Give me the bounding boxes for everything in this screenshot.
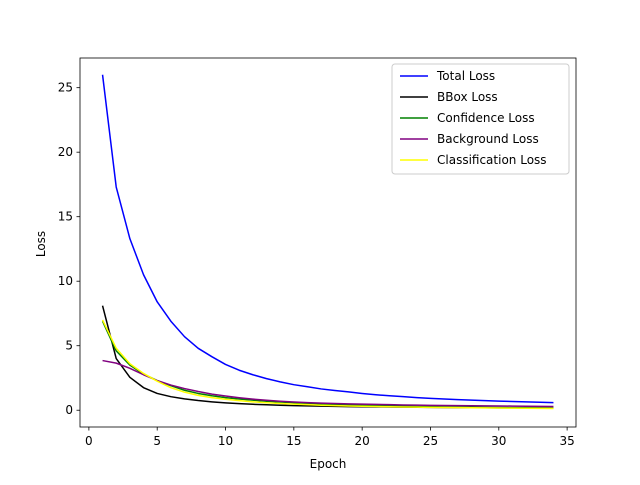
x-tick-label: 35: [559, 434, 574, 448]
series-line-classification-loss: [101, 319, 554, 410]
x-tick-label: 25: [423, 434, 438, 448]
y-axis-label: Loss: [34, 231, 48, 257]
x-tick-label: 20: [355, 434, 370, 448]
legend-box: [391, 63, 570, 175]
legend-label: BBox Loss: [437, 90, 498, 104]
x-tick-label: 10: [218, 434, 233, 448]
plot-area: [101, 74, 554, 410]
y-tick-label: 15: [58, 210, 73, 224]
x-axis-label: Epoch: [310, 457, 347, 471]
series-line-background-loss: [102, 359, 554, 408]
x-tick-label: 0: [85, 434, 93, 448]
axes-frame: [79, 57, 577, 428]
x-tick-label: 5: [153, 434, 161, 448]
legend-label: Background Loss: [437, 132, 539, 146]
legend-label: Confidence Loss: [437, 111, 535, 125]
legend-label: Classification Loss: [437, 153, 547, 167]
y-tick-label: 10: [58, 274, 73, 288]
y-tick-label: 20: [58, 145, 73, 159]
legend-label: Total Loss: [436, 69, 495, 83]
y-tick-label: 5: [65, 339, 73, 353]
x-tick-label: 30: [491, 434, 506, 448]
series-line-total-loss: [101, 74, 554, 404]
y-tick-label: 0: [65, 403, 73, 417]
legend: Total Loss BBox Loss Confidence Loss Backgr…: [391, 63, 570, 175]
axes: 0 5 10 15 20 25 30 35 0 5 10 15 20 25: [58, 57, 577, 448]
x-tick-label: 15: [286, 434, 301, 448]
y-tick-label: 25: [58, 81, 73, 95]
